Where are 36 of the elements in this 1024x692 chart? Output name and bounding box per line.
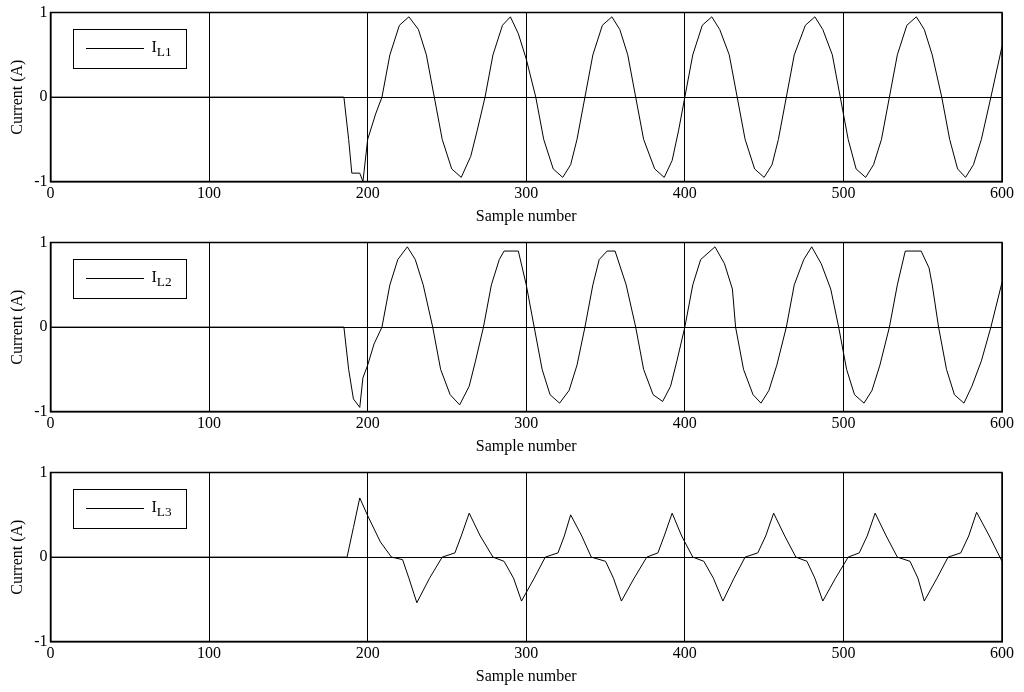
y-tick-label: 0	[39, 317, 48, 335]
x-tick-label: 500	[831, 414, 856, 432]
x-axis-title: Sample number	[475, 436, 578, 455]
x-tick-label: 500	[831, 184, 856, 202]
x-tick-label: 400	[672, 414, 697, 432]
x-axis-title: Sample number	[475, 666, 578, 685]
x-tick-label: 500	[831, 644, 856, 662]
x-axis-title: Sample number	[475, 206, 578, 225]
x-tick-label: 400	[672, 184, 697, 202]
y-tick-label: 1	[39, 2, 48, 20]
y-tick-label: 0	[39, 547, 48, 565]
x-tick-label: 400	[672, 644, 697, 662]
y-axis-title: Current (A)	[7, 519, 26, 595]
legend-label: I$_{L1}$	[151, 37, 172, 60]
x-tick-label: 300	[514, 644, 539, 662]
x-tick-label: 300	[514, 184, 539, 202]
legend-label: I$_{L2}$	[151, 267, 172, 290]
x-tick-label: 100	[197, 414, 222, 432]
y-tick-label: 1	[39, 232, 48, 250]
x-tick-label: 200	[355, 184, 380, 202]
x-tick-label: 300	[514, 414, 539, 432]
x-tick-label: 600	[990, 184, 1014, 202]
x-tick-label: 600	[990, 644, 1014, 662]
y-tick-label: 1	[39, 462, 48, 480]
y-tick-label: 0	[39, 87, 48, 105]
x-tick-label: 100	[197, 644, 222, 662]
y-tick-label: -1	[34, 631, 48, 649]
x-tick-label: 200	[355, 414, 380, 432]
x-tick-label: 100	[197, 184, 222, 202]
x-tick-label: 600	[990, 414, 1014, 432]
y-axis-title: Current (A)	[7, 59, 26, 135]
legend-label: I$_{L3}$	[151, 497, 172, 520]
y-axis-title: Current (A)	[7, 289, 26, 365]
x-tick-label: 200	[355, 644, 380, 662]
y-tick-label: -1	[34, 171, 48, 189]
y-tick-label: -1	[34, 401, 48, 419]
